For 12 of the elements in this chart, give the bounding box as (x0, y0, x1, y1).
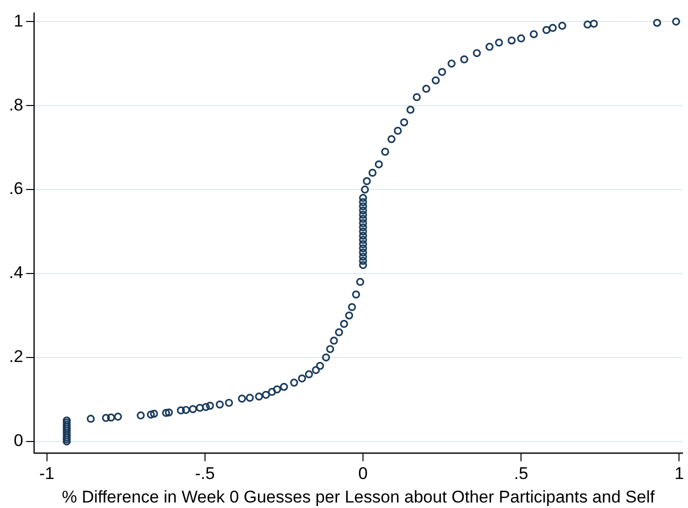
x-tick-label: -.5 (195, 464, 215, 484)
x-tick-label: .5 (514, 464, 528, 484)
y-tick-label: 0 (14, 431, 24, 450)
y-tick-label: .8 (8, 95, 24, 114)
y-tick-label: 1 (14, 11, 24, 30)
y-tick-label: .4 (8, 263, 24, 282)
y-tick-label: .6 (8, 179, 24, 198)
x-tick-label: 0 (358, 464, 368, 484)
y-tick-label: .2 (8, 347, 24, 366)
x-tick-label: 1 (674, 464, 684, 484)
x-tick-label: -1 (39, 464, 54, 484)
x-axis-title: % Difference in Week 0 Guesses per Lesson about Other Participants and Self (62, 487, 655, 506)
